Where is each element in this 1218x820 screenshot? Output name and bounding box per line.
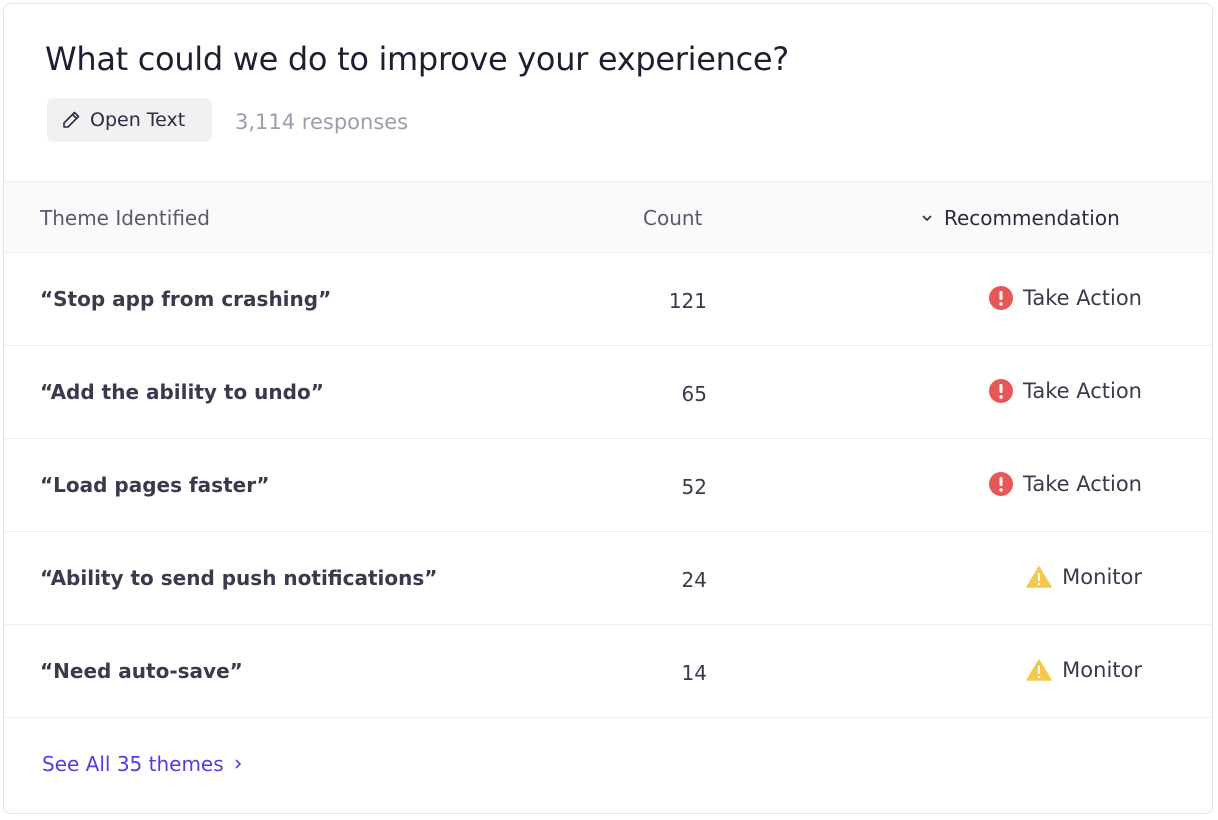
theme-text: “Need auto-save”: [40, 659, 243, 683]
theme-count: 52: [681, 475, 707, 499]
theme-text: “Stop app from crashing”: [40, 287, 332, 311]
see-all-themes-link[interactable]: See All 35 themes: [42, 752, 244, 776]
error-icon: [989, 286, 1013, 310]
column-theme[interactable]: Theme Identified: [40, 206, 210, 230]
theme-text: “Load pages faster”: [40, 473, 270, 497]
recommendation: Monitor: [1026, 565, 1142, 589]
chevron-down-icon: [922, 215, 932, 222]
table-row[interactable]: “Stop app from crashing” 121 Take Action: [4, 253, 1212, 346]
theme-count: 121: [668, 289, 707, 313]
theme-count: 14: [681, 661, 707, 685]
question-title: What could we do to improve your experie…: [45, 40, 789, 78]
column-recommendation[interactable]: Recommendation: [920, 206, 1120, 230]
question-card: What could we do to improve your experie…: [3, 3, 1213, 814]
theme-text: “Add the ability to undo”: [40, 380, 324, 404]
table-row[interactable]: “Load pages faster” 52 Take Action: [4, 439, 1212, 532]
table-header: Theme Identified Count Recommendation: [4, 181, 1212, 253]
error-icon: [989, 472, 1013, 496]
recommendation: Take Action: [989, 472, 1142, 496]
recommendation: Take Action: [989, 379, 1142, 403]
theme-count: 24: [681, 568, 707, 592]
table-row[interactable]: “Add the ability to undo” 65 Take Action: [4, 346, 1212, 439]
recommendation: Take Action: [989, 286, 1142, 310]
question-type-chip: Open Text: [47, 98, 212, 142]
error-icon: [989, 379, 1013, 403]
question-type-label: Open Text: [90, 109, 186, 131]
table-row[interactable]: “Ability to send push notifications” 24 …: [4, 532, 1212, 625]
pencil-icon: [63, 111, 80, 128]
column-count[interactable]: Count: [643, 206, 703, 230]
recommendation: Monitor: [1026, 658, 1142, 682]
table-row[interactable]: “Need auto-save” 14 Monitor: [4, 625, 1212, 718]
warning-icon: [1026, 566, 1052, 588]
response-count: 3,114 responses: [235, 110, 409, 134]
warning-icon: [1026, 659, 1052, 681]
theme-text: “Ability to send push notifications”: [40, 566, 438, 590]
chevron-right-icon: [235, 759, 241, 769]
theme-count: 65: [681, 382, 707, 406]
